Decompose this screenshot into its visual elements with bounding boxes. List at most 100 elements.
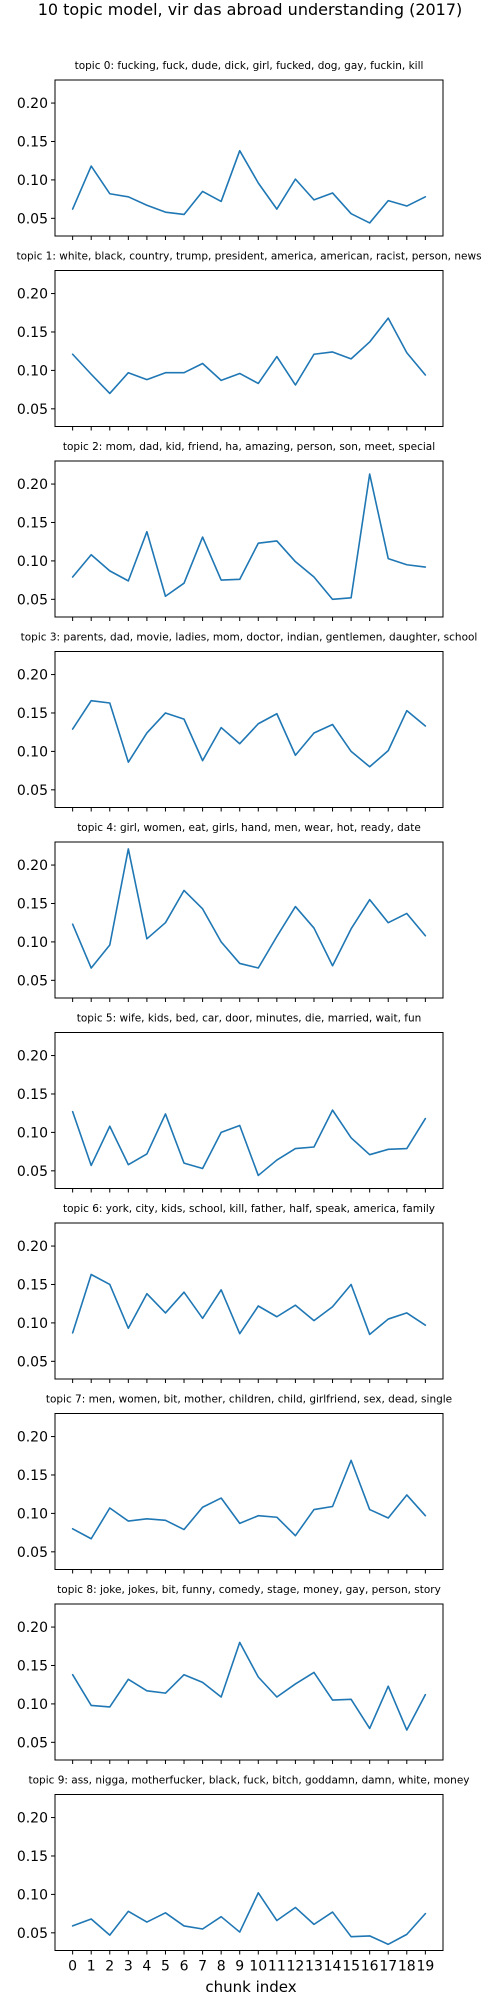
x-tick-label: 3 [124, 1959, 133, 1975]
y-tick-label: 0.15 [17, 1468, 48, 1484]
topic-panel-6: topic 6: york, city, kids, school, kill,… [17, 1203, 444, 1383]
panel-title-5: topic 5: wife, kids, bed, car, door, min… [77, 1013, 422, 1025]
x-tick-label: 11 [268, 1959, 286, 1975]
topic-panel-1: topic 1: white, black, country, trump, p… [16, 251, 482, 431]
y-tick-label: 0.10 [17, 744, 48, 760]
panel-title-9: topic 9: ass, nigga, motherfucker, black… [28, 1775, 469, 1787]
y-tick-label: 0.10 [17, 1506, 48, 1522]
axes-frame-0 [54, 79, 444, 237]
panel-title-3: topic 3: parents, dad, movie, ladies, mo… [21, 632, 478, 644]
axes-frame-2 [54, 460, 444, 618]
x-tick-label: 19 [416, 1959, 434, 1975]
x-tick-label: 10 [249, 1959, 267, 1975]
panel-title-8: topic 8: joke, jokes, bit, funny, comedy… [57, 1584, 441, 1596]
x-tick-label: 13 [305, 1959, 323, 1975]
x-tick-label: 1 [87, 1959, 96, 1975]
axes-frame-1 [54, 270, 444, 427]
y-tick-label: 0.15 [17, 515, 48, 531]
y-tick-label: 0.15 [17, 706, 48, 722]
topic-panel-4: topic 4: girl, women, eat, girls, hand, … [17, 822, 444, 1002]
panel-title-1: topic 1: white, black, country, trump, p… [16, 251, 481, 263]
y-tick-label: 0.10 [17, 363, 48, 379]
series-line-6 [71, 1273, 427, 1336]
axes-frame-8 [54, 1603, 444, 1761]
series-line-3 [71, 699, 427, 768]
x-tick-label: 15 [342, 1959, 360, 1975]
topic-panel-3: topic 3: parents, dad, movie, ladies, mo… [17, 632, 478, 812]
axes-frame-3 [54, 651, 444, 808]
x-tick-label: 2 [105, 1959, 114, 1975]
axes-frame-4 [54, 841, 444, 999]
y-tick-label: 0.20 [17, 668, 48, 684]
y-tick-label: 0.20 [17, 1811, 48, 1827]
topic-panel-2: topic 2: mom, dad, kid, friend, ha, amaz… [17, 441, 444, 621]
series-line-2 [71, 473, 427, 601]
y-tick-label: 0.20 [17, 477, 48, 493]
x-tick-label: 18 [398, 1959, 416, 1975]
y-tick-label: 0.15 [17, 1849, 48, 1865]
y-tick-label: 0.20 [17, 858, 48, 874]
y-tick-label: 0.05 [17, 1735, 48, 1751]
x-axis-label: chunk index [205, 1978, 296, 1996]
y-tick-label: 0.10 [17, 1125, 48, 1141]
y-tick-label: 0.20 [17, 1239, 48, 1255]
y-tick-label: 0.10 [17, 554, 48, 570]
panel-title-2: topic 2: mom, dad, kid, friend, ha, amaz… [63, 441, 435, 453]
y-tick-label: 0.05 [17, 592, 48, 608]
y-tick-label: 0.15 [17, 1087, 48, 1103]
figure-title: 10 topic model, vir das abroad understan… [38, 0, 463, 19]
y-tick-label: 0.15 [17, 896, 48, 912]
x-tick-label: 4 [142, 1959, 151, 1975]
y-tick-label: 0.05 [17, 1354, 48, 1370]
x-tick-label: 7 [198, 1959, 207, 1975]
y-tick-label: 0.10 [17, 1316, 48, 1332]
y-tick-label: 0.20 [17, 1430, 48, 1446]
y-tick-label: 0.15 [17, 1658, 48, 1674]
y-tick-label: 0.15 [17, 325, 48, 341]
y-tick-label: 0.20 [17, 287, 48, 303]
series-line-5 [71, 1109, 427, 1177]
y-tick-label: 0.05 [17, 783, 48, 799]
x-tick-label: 5 [161, 1959, 170, 1975]
x-tick-label: 12 [286, 1959, 304, 1975]
panel-title-6: topic 6: york, city, kids, school, kill,… [63, 1203, 435, 1215]
y-tick-label: 0.20 [17, 1049, 48, 1065]
y-tick-label: 0.05 [17, 211, 48, 227]
x-tick-label: 8 [217, 1959, 226, 1975]
series-line-8 [71, 1641, 427, 1731]
y-tick-label: 0.05 [17, 1164, 48, 1180]
y-tick-label: 0.05 [17, 1545, 48, 1561]
x-tick-label: 17 [379, 1959, 397, 1975]
axes-frame-5 [54, 1032, 444, 1189]
axes-frame-6 [54, 1222, 444, 1380]
y-tick-label: 0.05 [17, 973, 48, 989]
y-tick-label: 0.10 [17, 935, 48, 951]
x-tick-label: 0 [68, 1959, 77, 1975]
series-line-7 [71, 1459, 427, 1540]
y-tick-label: 0.05 [17, 1926, 48, 1942]
topic-panel-5: topic 5: wife, kids, bed, car, door, min… [17, 1013, 444, 1193]
topic-panel-8: topic 8: joke, jokes, bit, funny, comedy… [17, 1584, 444, 1764]
axes-frame-7 [54, 1413, 444, 1570]
y-tick-label: 0.15 [17, 134, 48, 150]
x-tick-label: 6 [180, 1959, 189, 1975]
x-tick-label: 9 [235, 1959, 244, 1975]
y-tick-label: 0.05 [17, 402, 48, 418]
series-line-1 [71, 317, 427, 395]
y-tick-label: 0.20 [17, 1620, 48, 1636]
topic-panel-7: topic 7: men, women, bit, mother, childr… [17, 1394, 452, 1574]
series-line-4 [71, 848, 427, 969]
panel-title-4: topic 4: girl, women, eat, girls, hand, … [77, 822, 421, 834]
x-tick-label: 16 [361, 1959, 379, 1975]
x-tick-label: 14 [324, 1959, 342, 1975]
panels: topic 0: fucking, fuck, dude, dick, girl… [16, 60, 481, 1975]
y-tick-label: 0.10 [17, 1697, 48, 1713]
panel-title-0: topic 0: fucking, fuck, dude, dick, girl… [75, 60, 424, 72]
y-tick-label: 0.20 [17, 96, 48, 112]
panel-title-7: topic 7: men, women, bit, mother, childr… [46, 1394, 452, 1406]
y-tick-label: 0.10 [17, 1887, 48, 1903]
topic-panel-9: topic 9: ass, nigga, motherfucker, black… [17, 1775, 470, 1975]
topic-panel-0: topic 0: fucking, fuck, dude, dick, girl… [17, 60, 444, 240]
series-line-0 [71, 149, 427, 224]
